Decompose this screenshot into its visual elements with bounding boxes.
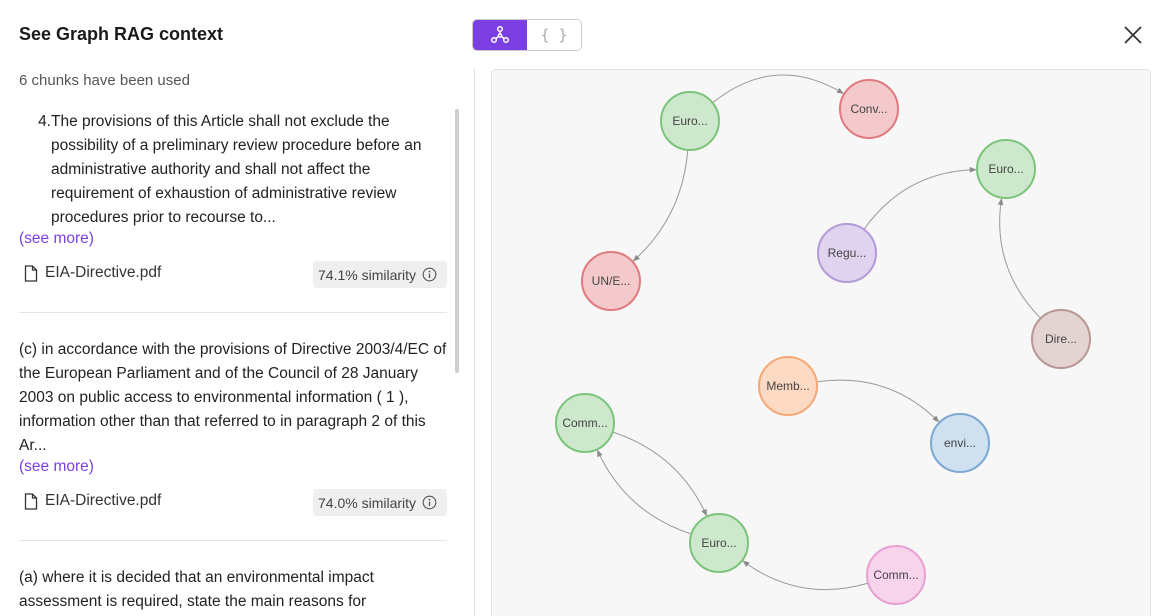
chunk-text: 4. The provisions of this Article shall … (19, 110, 449, 230)
graph-node[interactable]: Euro... (660, 91, 720, 151)
graph-edge (612, 431, 708, 517)
graph-node-circle[interactable] (1031, 309, 1091, 369)
graph-canvas[interactable]: Euro... Conv... Euro... Regu... UN/E... Dire.… (491, 69, 1151, 616)
graph-edge (632, 149, 689, 262)
graph-node-circle[interactable] (555, 393, 615, 453)
graph-node-label: Comm... (562, 416, 607, 430)
graph-node-label: Dire... (1045, 332, 1077, 346)
see-more-link[interactable]: (see more) (19, 230, 94, 247)
similarity-badge: 74.1% similarity (313, 261, 447, 288)
graph-node-circle[interactable] (581, 251, 641, 311)
graph-node[interactable]: Memb... (758, 356, 818, 416)
page-title: See Graph RAG context (19, 24, 224, 44)
source-file[interactable]: EIA-Directive.pdf (24, 264, 161, 282)
similarity-value: 74.0% similarity (318, 494, 417, 511)
graph-node-circle[interactable] (689, 513, 749, 573)
graph-node[interactable]: envi... (930, 413, 990, 473)
similarity-badge: 74.0% similarity (313, 489, 447, 516)
file-name: EIA-Directive.pdf (45, 492, 162, 509)
file-icon (24, 492, 38, 510)
list-number: 4. (38, 113, 51, 130)
file-icon (24, 264, 38, 282)
info-icon[interactable] (422, 495, 437, 510)
see-more-link[interactable]: (see more) (19, 458, 94, 475)
graph-node-circle[interactable] (930, 413, 990, 473)
graph-node[interactable]: Comm... (866, 545, 926, 605)
graph-node-label: UN/E... (592, 274, 631, 288)
view-toggle: { } (472, 19, 582, 51)
graph-node-circle[interactable] (976, 139, 1036, 199)
chunk-text: (a) where it is decided that an environm… (19, 569, 374, 610)
graph-node[interactable]: UN/E... (581, 251, 641, 311)
chunk-text: (c) in accordance with the provisions of… (19, 341, 447, 454)
graph-node-label: Euro... (988, 162, 1023, 176)
graph-edge (742, 560, 869, 591)
graph-node[interactable]: Euro... (689, 513, 749, 573)
graph-edge (863, 167, 977, 230)
graph-node-label: Euro... (672, 114, 707, 128)
graph-node[interactable]: Regu... (817, 223, 877, 283)
graph-node-label: Comm... (873, 568, 918, 582)
chunk-divider (19, 540, 447, 541)
chunk-body: The provisions of this Article shall not… (51, 113, 422, 226)
graph-node[interactable]: Conv... (839, 79, 899, 139)
graph-icon (490, 25, 510, 44)
file-name: EIA-Directive.pdf (45, 264, 162, 281)
chunks-count: 6 chunks have been used (19, 72, 190, 89)
graph-edge (712, 74, 844, 104)
graph-edge (997, 197, 1042, 319)
graph-node-label: envi... (944, 436, 976, 450)
graph-node-label: Euro... (701, 536, 736, 550)
info-icon[interactable] (422, 267, 437, 282)
source-file[interactable]: EIA-Directive.pdf (24, 492, 161, 510)
graph-node-circle[interactable] (817, 223, 877, 283)
graph-view-button[interactable] (473, 20, 527, 50)
graph-node[interactable]: Euro... (976, 139, 1036, 199)
graph-node[interactable]: Comm... (555, 393, 615, 453)
scrollbar-thumb[interactable] (455, 109, 459, 373)
panel-divider (474, 68, 475, 616)
similarity-value: 74.1% similarity (318, 266, 417, 283)
graph-node-label: Conv... (850, 102, 887, 116)
graph-node-circle[interactable] (660, 91, 720, 151)
chunk-divider (19, 312, 447, 313)
graph-edge (596, 449, 692, 535)
graph-node-circle[interactable] (866, 545, 926, 605)
graph-edge (816, 379, 940, 423)
graph-node-circle[interactable] (758, 356, 818, 416)
json-braces-icon: { } (540, 26, 568, 44)
graph-node-circle[interactable] (839, 79, 899, 139)
close-icon[interactable] (1122, 24, 1144, 46)
graph-node[interactable]: Dire... (1031, 309, 1091, 369)
json-view-button[interactable]: { } (527, 20, 581, 50)
graph-node-label: Memb... (766, 379, 809, 393)
graph-node-label: Regu... (828, 246, 867, 260)
